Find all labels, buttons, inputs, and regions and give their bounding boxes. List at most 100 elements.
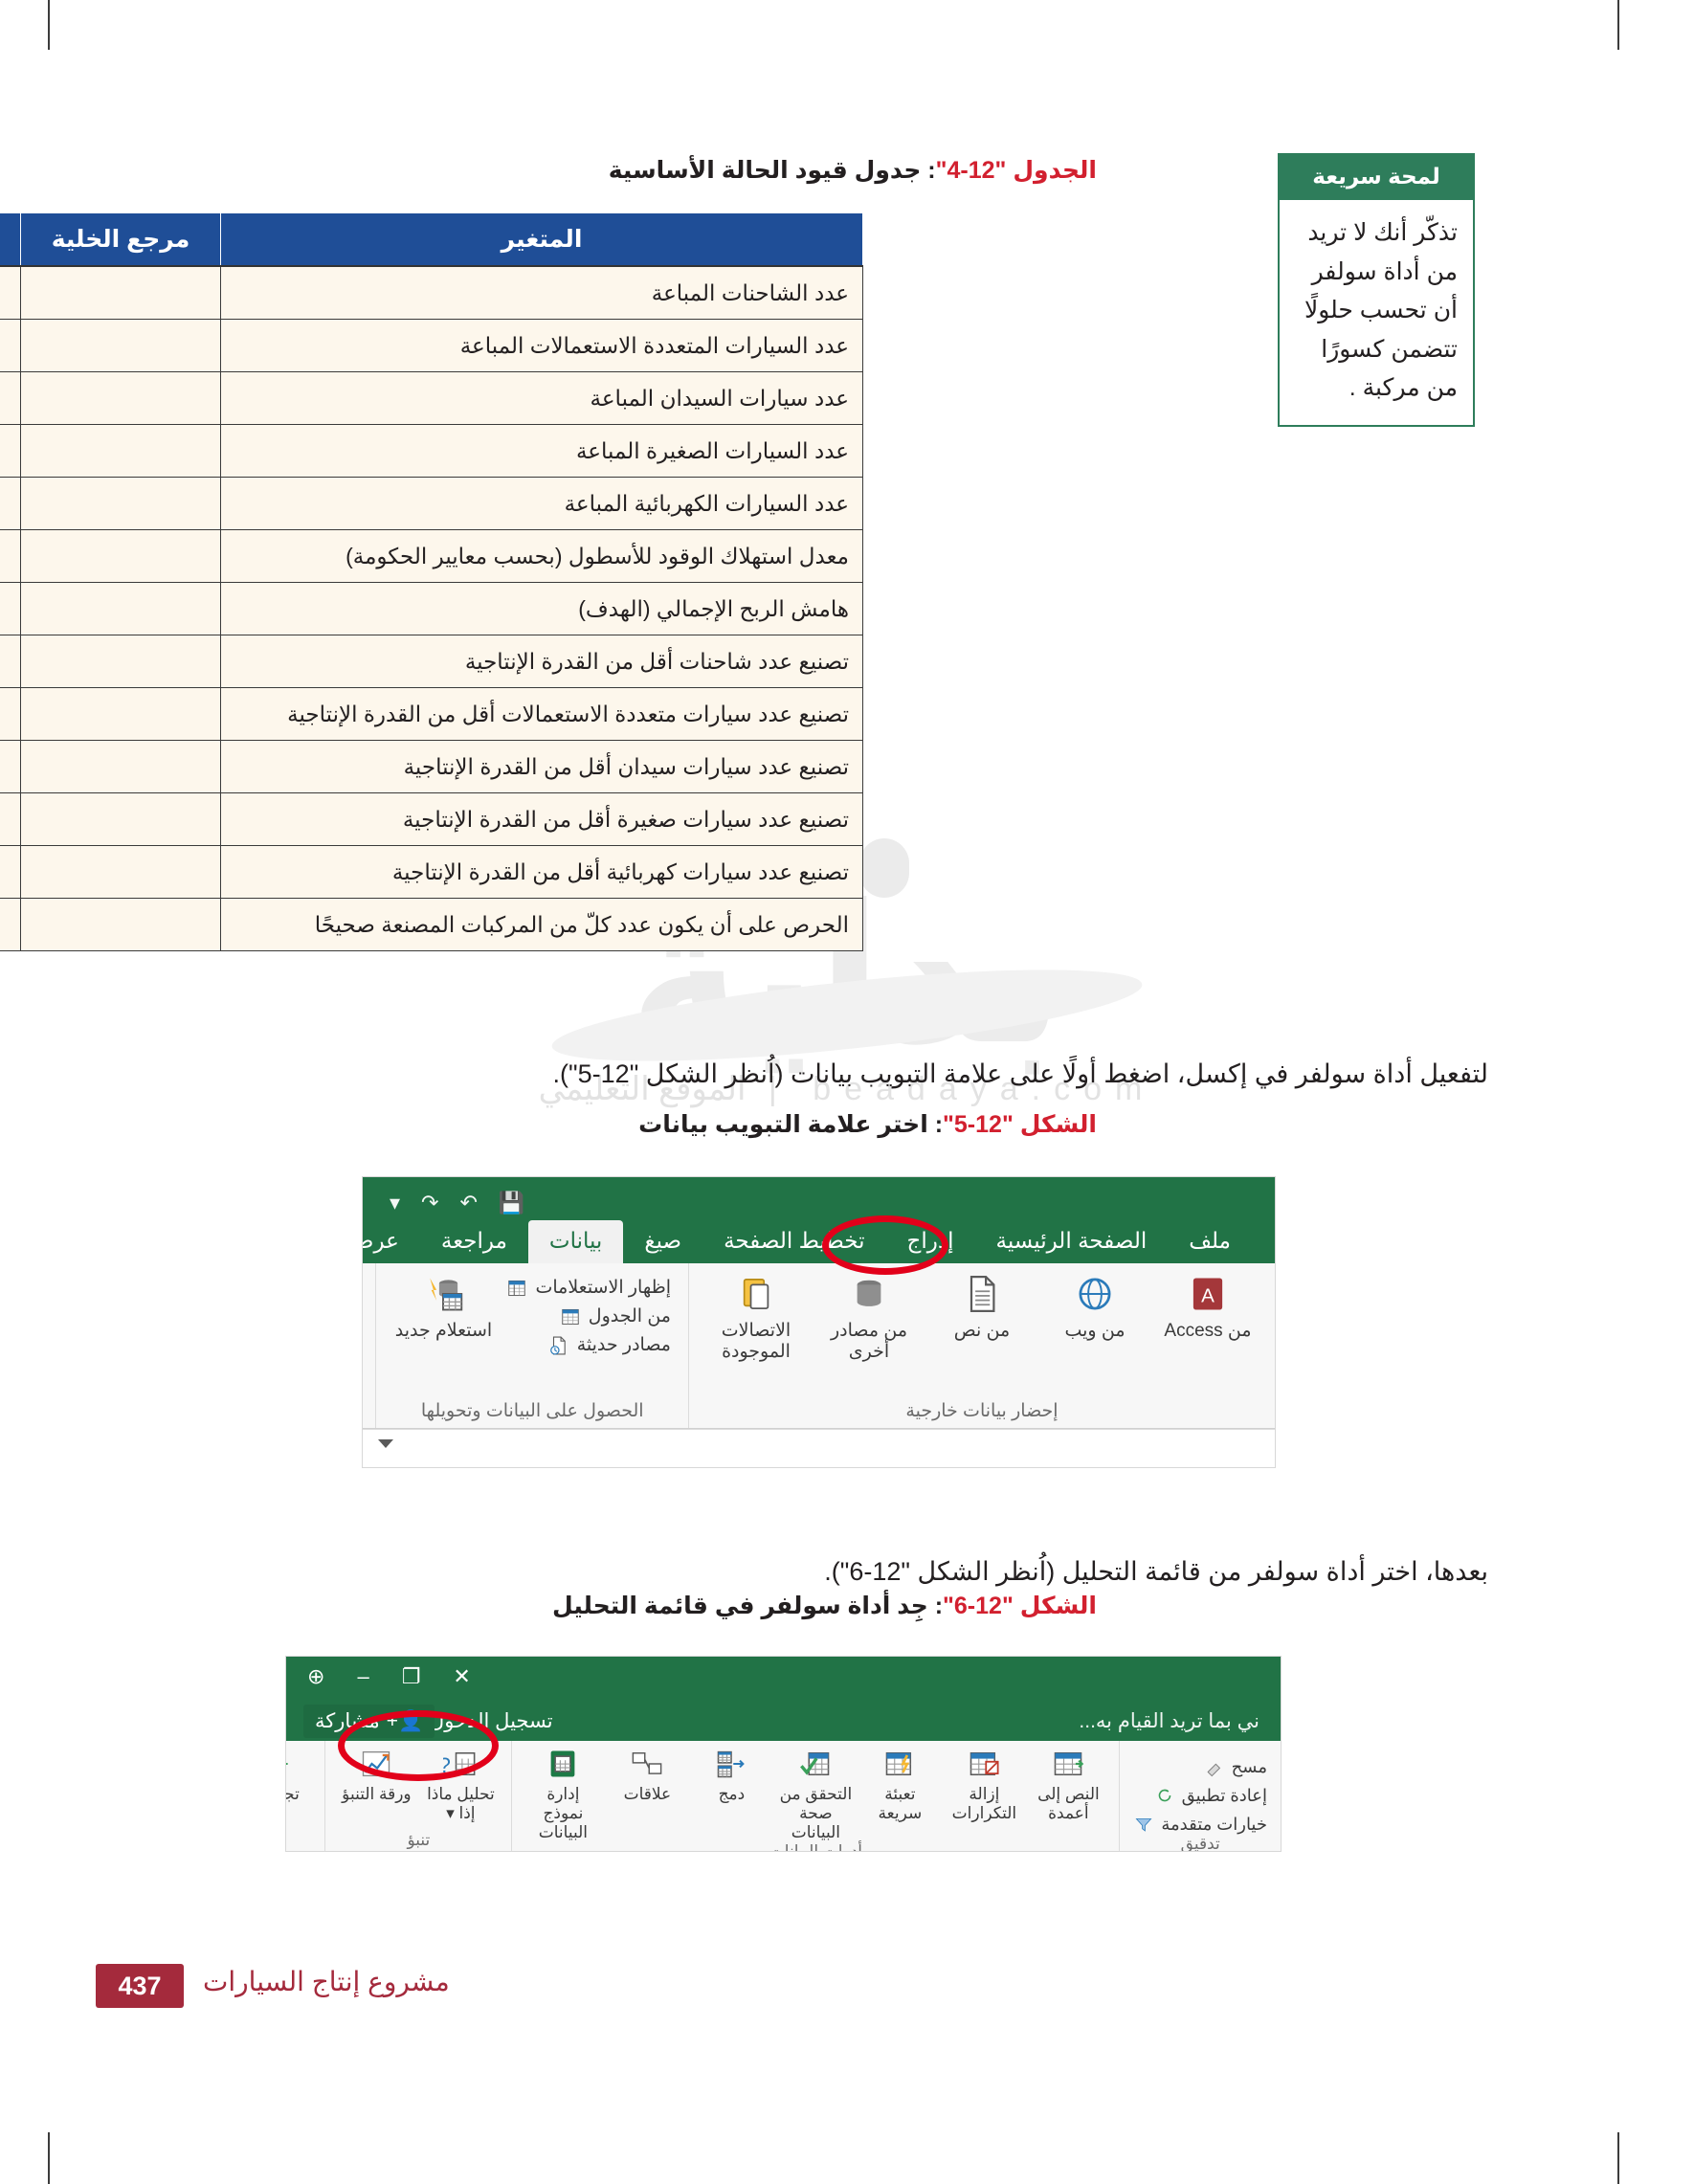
ribbon-button-existing-connections[interactable]: الاتصالات الموجودة xyxy=(706,1273,806,1364)
cell-reference xyxy=(20,424,221,478)
ribbon-group-label: إحضار بيانات خارجية xyxy=(905,1401,1059,1421)
cell-int-operator xyxy=(0,687,21,741)
ribbon-button-other-sources[interactable]: من مصادر أخرى xyxy=(819,1273,919,1364)
flash-fill-icon xyxy=(886,1751,912,1776)
figure-5-excel-ribbon-screenshot: 💾 ↶ ↷ ▾ ملف الصفحة الرئيسية إدراج تخطيط الص… xyxy=(362,1176,1276,1468)
ribbon-tab-item[interactable]: صيغ xyxy=(644,1228,682,1253)
formula-bar[interactable] xyxy=(363,1429,1275,1466)
ribbon-button-data-validation[interactable]: التحقق من صحة البيانات xyxy=(778,1747,853,1842)
ribbon-button-forecast-sheet[interactable]: ورقة التنبؤ xyxy=(339,1747,413,1804)
existing-connections-icon xyxy=(743,1279,769,1310)
ribbon-button-from-table[interactable]: من الجدول xyxy=(506,1305,671,1327)
ribbon-button-consolidate[interactable]: دمج xyxy=(694,1747,769,1804)
ribbon-tab-item[interactable]: مراجعة xyxy=(440,1228,507,1253)
redo-icon[interactable]: ↷ xyxy=(421,1191,439,1215)
ribbon-content-analysis: مسح إعادة تطبيق خيارات متقدمة تدقيق النص إلى… xyxy=(285,1741,1281,1852)
cell-variable: عدد السيارات المتعددة الاستعمالات المباع… xyxy=(220,319,863,372)
ribbon-button-flash-fill[interactable]: تعبئة سريعة xyxy=(862,1747,937,1823)
quick-glance-heading: لمحة سريعة xyxy=(1280,155,1473,200)
what-if-icon: ? xyxy=(443,1751,476,1777)
ribbon-group: مسح إعادة تطبيق خيارات متقدمة تدقيق xyxy=(1119,1741,1281,1851)
new-query-icon xyxy=(430,1278,463,1311)
ribbon-group: A من Access من ويب من نص من مصادر أخرى الاتصا… xyxy=(688,1263,1275,1428)
recent-sources-icon xyxy=(549,1336,566,1355)
ribbon-content-data-tab: A من Access من ويب من نص من مصادر أخرى الاتصا… xyxy=(363,1263,1275,1429)
reapply-icon xyxy=(1158,1789,1170,1802)
tell-me-box[interactable]: ني بما تريد القيام به... xyxy=(1079,1710,1259,1732)
ribbon-button-label: من مصادر أخرى xyxy=(831,1321,907,1363)
ribbon-button-group[interactable]: تجميع ▾ xyxy=(285,1747,311,1804)
ribbon-button-clear[interactable]: مسح xyxy=(1133,1756,1267,1777)
quick-access-toolbar[interactable]: 💾 ↶ ↷ ▾ xyxy=(390,1191,524,1215)
share-button[interactable]: 👤+ مشاركة xyxy=(303,1705,435,1738)
customize-qat-icon[interactable]: ▾ xyxy=(390,1191,401,1215)
ribbon-tab-item[interactable]: إدراج xyxy=(906,1228,954,1253)
ribbon-group-items: النص إلى أعمدة إزالة التكرارات تعبئة سريعة… xyxy=(525,1747,1105,1842)
ribbon-small-button-column: إظهار الاستعلامات من الجدول مصادر حديثة xyxy=(506,1273,671,1356)
ribbon-button-label: تجميع ▾ xyxy=(285,1785,300,1803)
constraints-table: المتغير مرجع الخلية Int < = > القيد عدد … xyxy=(0,212,863,951)
ribbon-group: النص إلى أعمدة إزالة التكرارات تعبئة سريعة… xyxy=(511,1741,1119,1852)
ribbon-tab-data-active[interactable]: بيانات xyxy=(527,1220,624,1263)
table-row: عدد سيارات السيدان المباعة xyxy=(0,371,863,425)
ribbon-group-label: تنبؤ xyxy=(407,1831,431,1849)
remove-duplicates-icon xyxy=(970,1751,999,1776)
cell-reference xyxy=(20,529,221,583)
ribbon-button-recent-sources[interactable]: مصادر حديثة xyxy=(506,1334,671,1356)
ribbon-tab-item[interactable]: الصفحة الرئيسية xyxy=(995,1228,1148,1253)
person-add-icon: 👤+ xyxy=(386,1709,424,1732)
ribbon-tab-item[interactable]: ملف xyxy=(1189,1228,1231,1253)
cell-reference xyxy=(20,582,221,635)
ribbon-button-globe[interactable]: من ويب xyxy=(1045,1273,1145,1342)
crop-mark-bottom-left xyxy=(48,2132,50,2184)
table-row: عدد الشاحنات المباعة xyxy=(0,265,863,320)
ribbon-button-new-query[interactable]: استعلام جديد xyxy=(393,1273,493,1342)
page-number-badge: 437 xyxy=(96,1964,184,2008)
ribbon-button-text-file[interactable]: من نص xyxy=(932,1273,1032,1342)
paragraph-activate-solver: لتفعيل أداة سولفر في إكسل، اضغط أولًا عل… xyxy=(552,1059,1488,1088)
ribbon-group: اتصالاتخصائصتحرير الارتباطاتتحديث الكل ▾… xyxy=(363,1263,375,1428)
ribbon-group-label: أدوات البيانات xyxy=(769,1842,862,1852)
ribbon-button-label: مصادر حديثة xyxy=(576,1335,671,1355)
ribbon-button-label: إعادة تطبيق xyxy=(1181,1785,1267,1805)
table-row: تصنيع عدد شاحنات أقل من القدرة الإنتاجية xyxy=(0,635,863,688)
ribbon-button-show-queries[interactable]: إظهار الاستعلامات xyxy=(506,1277,671,1299)
minimize-icon[interactable]: – xyxy=(357,1664,369,1688)
relationships-icon xyxy=(633,1752,662,1774)
ribbon-tab-item[interactable]: تخطيط الصفحة xyxy=(724,1228,865,1253)
ribbon-button-relationships[interactable]: علاقات xyxy=(610,1747,684,1804)
text-file-icon xyxy=(970,1276,995,1312)
cell-reference xyxy=(20,898,221,951)
chevron-down-icon[interactable] xyxy=(378,1439,393,1448)
ribbon-tabs[interactable]: ملف الصفحة الرئيسية إدراج تخطيط الصفحة صيغ بي… xyxy=(363,1219,1252,1263)
sign-in-link[interactable]: تسجيل الدخول xyxy=(430,1710,553,1732)
consolidate-icon xyxy=(718,1750,746,1778)
ribbon-button-what-if[interactable]: ? تحليل ماذا إذا ▾ xyxy=(423,1747,498,1823)
ribbon-button-text-to-columns[interactable]: النص إلى أعمدة xyxy=(1031,1747,1105,1823)
figure-5-caption: الشكل "12-5": اختر علامة التبويب بيانات xyxy=(638,1110,1097,1139)
quick-glance-box: لمحة سريعة تذكّر أنك لا تريد من أداة سول… xyxy=(1278,153,1475,427)
ribbon-group: ? تحليل ماذا إذا ▾ ورقة التنبؤ تنبؤ xyxy=(324,1741,511,1851)
show-queries-icon xyxy=(508,1280,526,1296)
ribbon-button-label: تعبئة سريعة xyxy=(878,1785,923,1823)
cell-int-operator xyxy=(0,740,21,793)
ribbon-display-options-icon[interactable]: ⊕ xyxy=(307,1664,325,1688)
window-controls[interactable]: ✕ ❐ – ⊕ xyxy=(307,1666,471,1687)
save-icon[interactable]: 💾 xyxy=(498,1191,525,1215)
ribbon-button-reapply[interactable]: إعادة تطبيق xyxy=(1133,1785,1267,1806)
undo-icon[interactable]: ↶ xyxy=(459,1191,478,1215)
cell-reference xyxy=(20,740,221,793)
ribbon-tab-item[interactable]: عرض xyxy=(363,1228,399,1253)
clear-icon xyxy=(1207,1763,1220,1777)
table-row: عدد السيارات الصغيرة المباعة xyxy=(0,424,863,478)
ribbon-button-access[interactable]: A من Access xyxy=(1158,1273,1258,1342)
ribbon-button-manage-data-model[interactable]: إدارة نموذج البيانات xyxy=(525,1747,600,1842)
cell-int-operator xyxy=(0,265,21,320)
globe-icon xyxy=(1079,1278,1111,1310)
close-icon[interactable]: ✕ xyxy=(453,1664,471,1688)
cell-reference xyxy=(20,319,221,372)
cell-variable: معدل استهلاك الوقود للأسطول (بحسب معايير… xyxy=(220,529,863,583)
ribbon-button-advanced[interactable]: خيارات متقدمة xyxy=(1133,1814,1267,1835)
ribbon-button-remove-duplicates[interactable]: إزالة التكرارات xyxy=(947,1747,1021,1823)
restore-icon[interactable]: ❐ xyxy=(401,1664,421,1688)
